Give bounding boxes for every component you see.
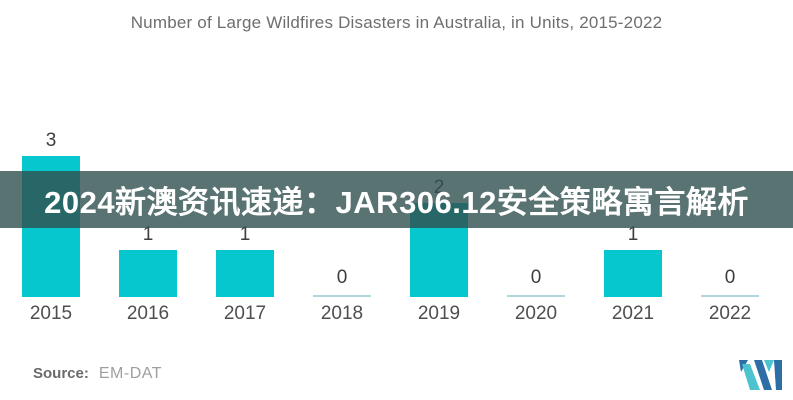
bar (216, 250, 274, 297)
bar-column: 0 (313, 0, 371, 297)
x-axis-label: 2021 (611, 303, 655, 324)
x-axis-label: 2015 (29, 303, 73, 324)
bar (604, 250, 662, 297)
bar-column: 0 (701, 0, 759, 297)
bar-value-label: 1 (239, 224, 251, 245)
bar-column: 2 (410, 0, 468, 297)
x-axis-label: 2017 (223, 303, 267, 324)
x-axis-label: 2016 (126, 303, 170, 324)
bar-value-label: 3 (45, 130, 57, 151)
bar-column: 1 (216, 0, 274, 297)
source-label: Source: (33, 365, 89, 382)
logo-right-wedge (764, 360, 774, 372)
bar-column: 0 (507, 0, 565, 297)
watermark-banner: 2024新澳资讯速递：JAR306.12安全策略寓言解析 (0, 171, 793, 228)
bar (119, 250, 177, 297)
logo-right-bar (774, 360, 782, 390)
bar-chart-plot-area: 3 1 1 0 2 0 1 0 (22, 0, 759, 297)
zero-value-line (313, 295, 371, 297)
zero-value-line (701, 295, 759, 297)
bar-value-label: 1 (142, 224, 154, 245)
watermark-text: 2024新澳资讯速递：JAR306.12安全策略寓言解析 (44, 185, 749, 220)
x-axis-label: 2020 (514, 303, 558, 324)
x-axis-label: 2022 (708, 303, 752, 324)
bar-value-label: 0 (530, 267, 542, 288)
source-line: Source: EM-DAT (33, 365, 162, 383)
x-axis-label: 2018 (320, 303, 364, 324)
bar-value-label: 0 (336, 267, 348, 288)
brand-m-logo (739, 360, 782, 390)
source-value: EM-DAT (98, 365, 162, 382)
zero-value-line (507, 295, 565, 297)
bar-column: 1 (119, 0, 177, 297)
bar-column: 1 (604, 0, 662, 297)
bar-column: 3 (22, 0, 80, 297)
x-axis-label: 2019 (417, 303, 461, 324)
chart-title: Number of Large Wildfires Disasters in A… (130, 13, 663, 32)
bar-value-label: 1 (627, 224, 639, 245)
bar-value-label: 0 (724, 267, 736, 288)
x-axis: 2015 2016 2017 2018 2019 2020 2021 2022 (0, 303, 793, 327)
logo-mid-stripe (754, 360, 772, 390)
logo-left-stripe (742, 364, 760, 390)
